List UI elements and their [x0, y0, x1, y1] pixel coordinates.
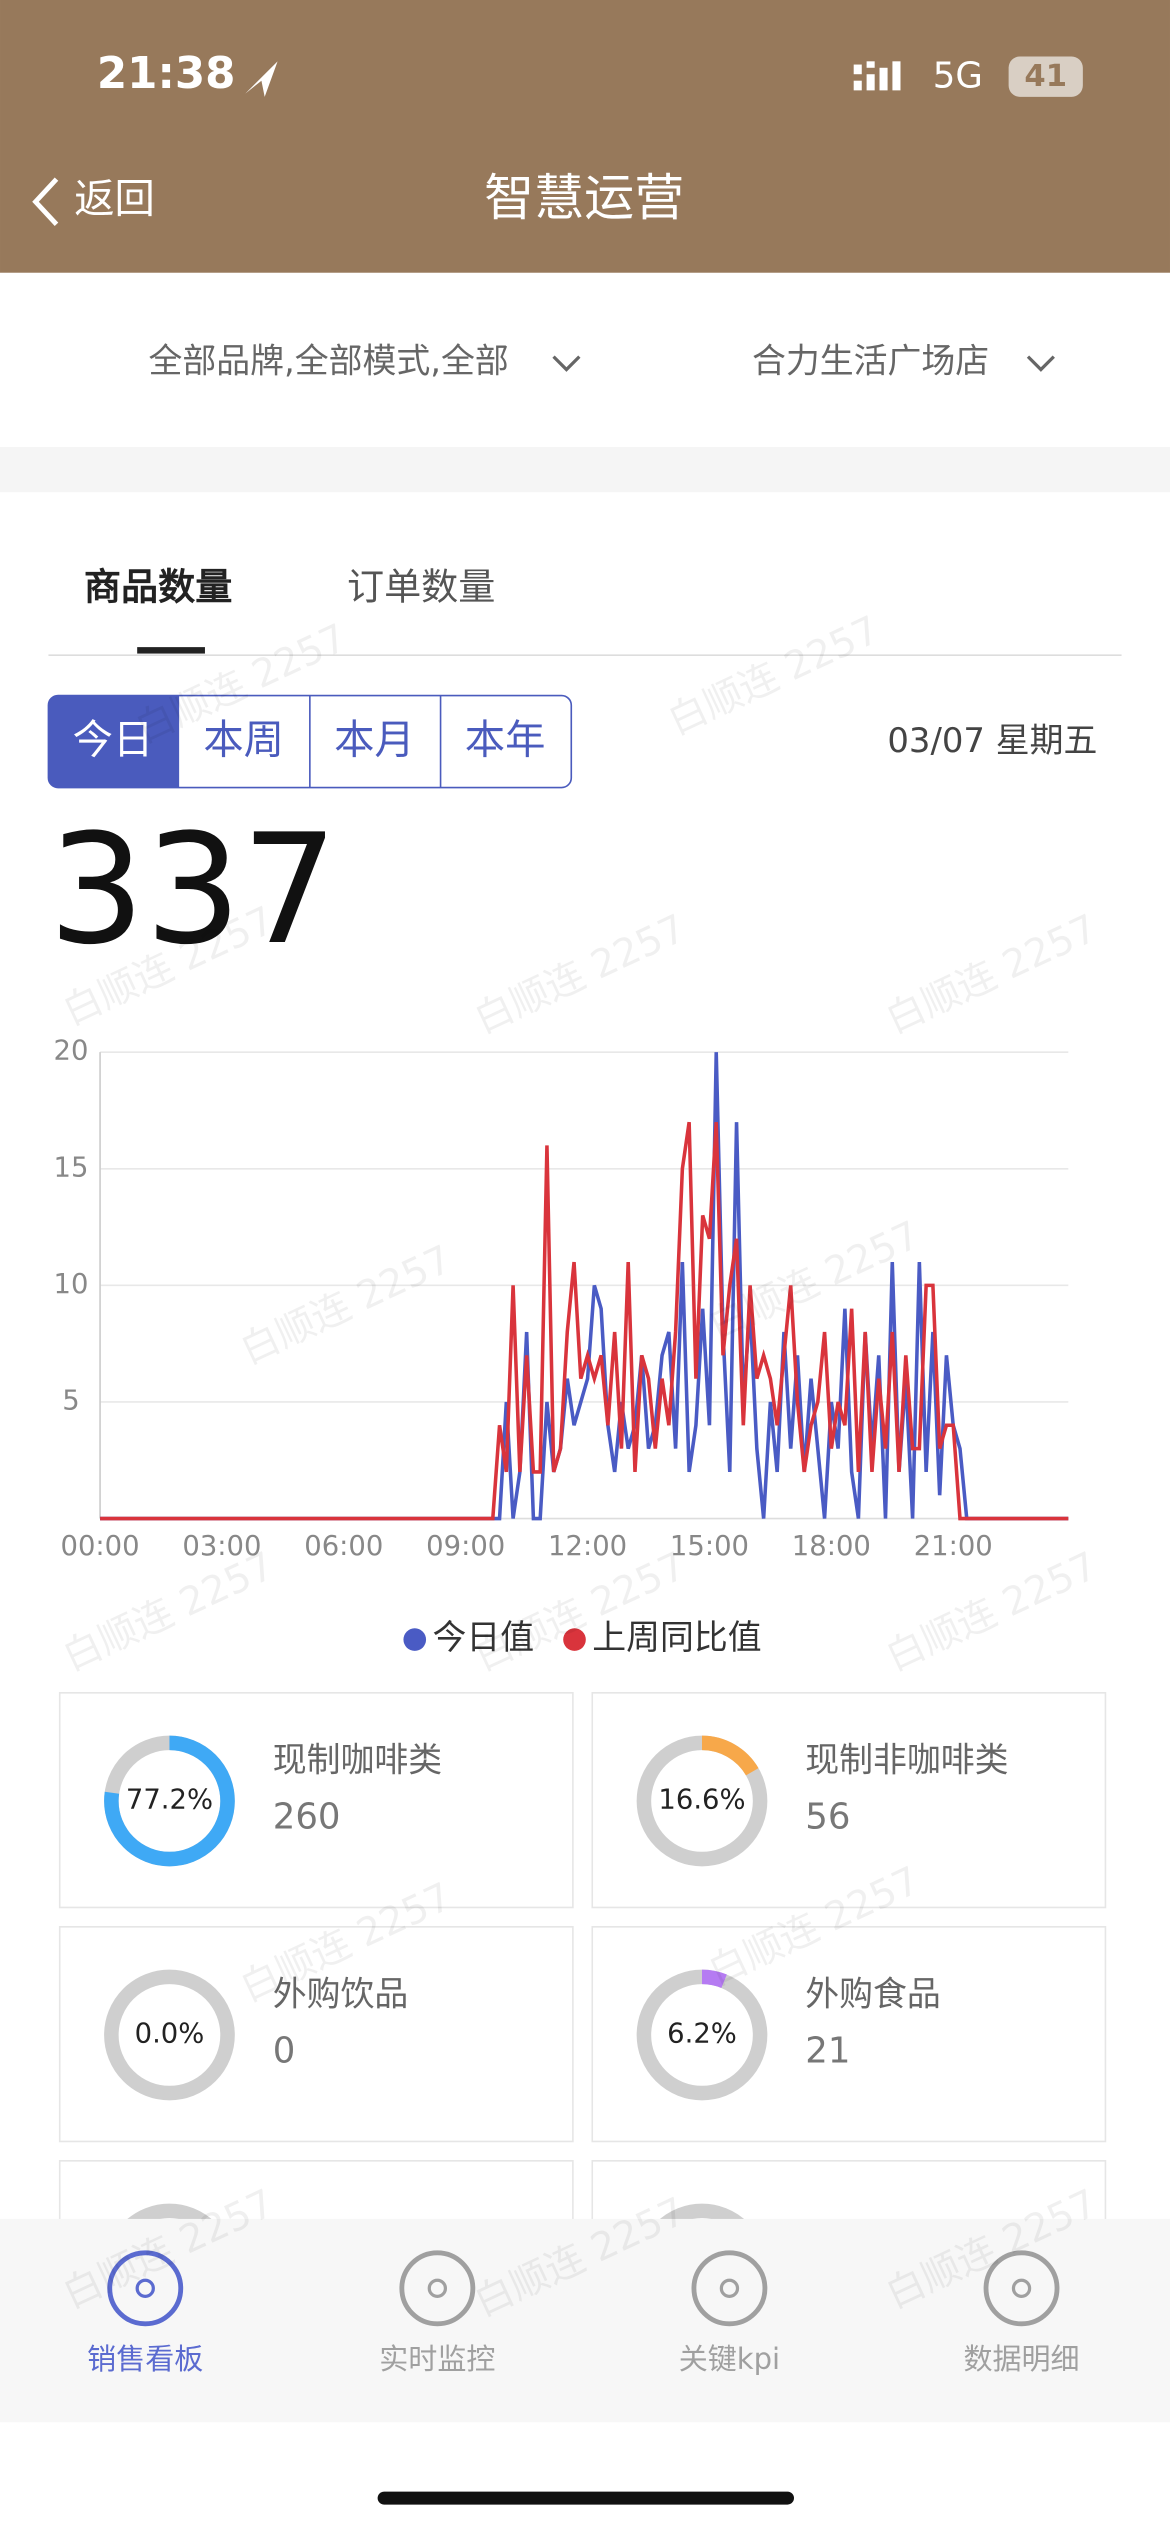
bottom-nav-items: 销售看板 实时监控 关键kpi 数据明细 [87, 2250, 1080, 2376]
nav-icon[interactable] [983, 2250, 1060, 2327]
nav-icon[interactable] [399, 2250, 476, 2327]
card-count: 56 [805, 1797, 850, 1838]
store-filter[interactable]: 合力生活广场店 [752, 342, 989, 381]
period-button[interactable]: 本年 [465, 716, 546, 763]
card-name: 外购食品 [805, 1975, 941, 2014]
nav-icon[interactable] [691, 2250, 768, 2327]
category-card [58, 1926, 574, 2143]
card-count: 0 [273, 2031, 296, 2072]
nav-icon-dot [1011, 2278, 1032, 2299]
chart: 5 10 15 20 00:00 03:00 06:00 09:00 12:00 15:00 18:… [54, 1036, 1069, 1657]
donut-arc [104, 1735, 235, 1867]
x-tick-label: 18:00 [792, 1531, 871, 1562]
back-icon[interactable] [32, 177, 59, 226]
period-button[interactable]: 今日 [73, 716, 154, 763]
donut-label: 77.2% [126, 1784, 213, 1815]
tab-active[interactable]: 商品数量 [84, 566, 232, 609]
donut-track [104, 1969, 235, 2101]
series-line [100, 1121, 1069, 1521]
location-icon [245, 61, 278, 97]
nav-icon-dot [135, 2278, 155, 2299]
nav-label[interactable]: 销售看板 [87, 2342, 203, 2376]
header [0, 0, 1170, 273]
status-network: 5G [933, 55, 983, 96]
x-tick-label: 12:00 [548, 1531, 627, 1562]
nav-icon-dot [427, 2278, 448, 2299]
tab[interactable]: 订单数量 [347, 566, 495, 609]
card-count: 21 [805, 2031, 850, 2072]
legend-marker [403, 1628, 427, 1651]
x-tick-label: 21:00 [914, 1531, 993, 1562]
y-tick-label: 15 [54, 1152, 89, 1183]
nav-label[interactable]: 实时监控 [379, 2342, 495, 2376]
category-card [591, 1926, 1107, 2143]
donut-arc [636, 1969, 768, 2101]
total: 337 [48, 801, 338, 978]
y-tick-label: 10 [54, 1269, 89, 1300]
status-time: 21:38 [97, 49, 236, 99]
bottom-nav [0, 2218, 1170, 2423]
x-tick-label: 06:00 [304, 1531, 383, 1562]
x-tick-label: 09:00 [426, 1531, 505, 1562]
legend-label: 今日值 [432, 1618, 534, 1657]
status-battery: 41 [1024, 59, 1067, 94]
legend-label: 上周同比值 [592, 1618, 761, 1657]
battery-icon [1008, 56, 1083, 97]
x-tick-label: 03:00 [182, 1531, 261, 1562]
nav-icon-dot [719, 2278, 740, 2299]
chevron [1026, 355, 1055, 372]
card-name: 现制咖啡类 [273, 1741, 442, 1780]
category-card [58, 1692, 574, 1909]
donut-label: 6.2% [667, 2018, 737, 2049]
donut-label: 0.0% [135, 2018, 205, 2049]
page-title: 智慧运营 [484, 169, 684, 227]
x-tick-label: 00:00 [61, 1531, 140, 1562]
signal-icon [853, 61, 901, 91]
card-name: 外购饮品 [273, 1975, 408, 2014]
back-button[interactable]: 返回 [74, 176, 155, 223]
x-tick-label: 15:00 [670, 1531, 749, 1562]
nav-label[interactable]: 数据明细 [963, 2342, 1079, 2376]
date: 03/07 星期五 [887, 721, 1097, 760]
category-card [591, 1692, 1107, 1909]
period-button[interactable]: 本月 [334, 716, 415, 763]
period-dividers [309, 695, 442, 788]
period-button[interactable]: 本周 [203, 716, 284, 763]
brand-filter[interactable]: 全部品牌,全部模式,全部 [148, 342, 508, 381]
card-count: 260 [273, 1797, 341, 1838]
home-indicator [377, 2491, 794, 2505]
donut-arc [636, 1735, 768, 1867]
donut-label: 16.6% [658, 1784, 745, 1815]
legend-marker [563, 1628, 586, 1651]
y-tick-label: 5 [62, 1385, 79, 1416]
tab-indicator [137, 647, 205, 654]
period-active [48, 695, 180, 788]
card-name: 现制非咖啡类 [805, 1741, 1008, 1780]
chevron [552, 355, 581, 372]
separator [0, 447, 1170, 493]
y-tick-label: 20 [54, 1036, 89, 1067]
nav-icon[interactable] [107, 2250, 184, 2327]
nav-label[interactable]: 关键kpi [679, 2342, 780, 2376]
